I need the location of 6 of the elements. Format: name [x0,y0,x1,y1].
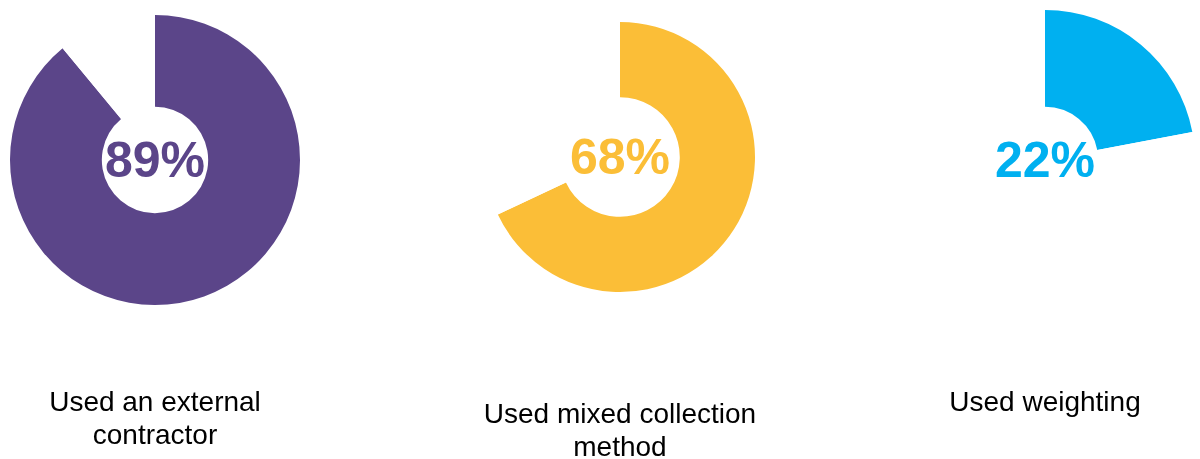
text: Used mixed collection method [482,397,758,459]
data-label: 68% [569,128,671,185]
data-label: 22% [994,131,1096,188]
text: Used an external contractor [48,385,262,451]
text: Used weighting [948,385,1142,418]
data-label: 89% [104,131,206,188]
